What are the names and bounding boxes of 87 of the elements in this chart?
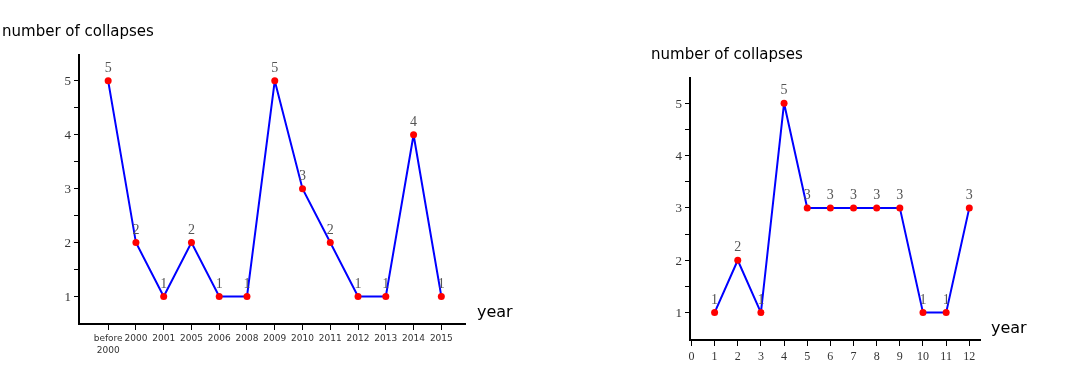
x-tick-label: 3 [757,348,764,363]
point [803,204,811,212]
x-tick-label: 10 [916,348,929,363]
x-tick-label: 8 [873,348,880,363]
x-tick-label: 2011 [318,332,342,343]
x-tick-label: 2005 [180,332,203,343]
y-axis-title: number of collapses [651,45,804,63]
point [873,204,881,212]
data-label: 3 [965,187,973,203]
data-label: 1 [215,275,223,291]
point [354,292,362,300]
point [271,77,279,85]
data-label: 5 [104,59,112,75]
point [160,292,168,300]
data-label: 1 [160,275,168,291]
x-tick-label: 2001 [152,332,176,343]
x-tick-label: 2012 [346,332,370,343]
point [850,204,858,212]
data-label: 3 [826,187,834,203]
point [826,204,834,212]
point [711,309,719,317]
point [919,309,927,317]
y-tick-label: 2 [64,235,72,251]
x-tick-label: 9 [896,348,903,363]
data-label: 3 [850,187,858,203]
data-label: 1 [354,275,362,291]
point [757,309,765,317]
data-label: 2 [187,221,195,237]
y-tick-label: 2 [675,252,683,268]
y-tick-label: 4 [64,127,72,143]
data-label: 2 [734,239,742,255]
y-tick-label: 3 [64,181,72,197]
x-tick-label: 2013 [374,332,398,343]
point [410,131,418,139]
x-tick-label: 2014 [402,332,426,343]
data-label: 1 [757,291,765,307]
x-tick-label: 6 [827,348,834,363]
point [942,309,950,317]
point [243,292,251,300]
data-label: 3 [873,187,881,203]
point [437,292,445,300]
point [896,204,904,212]
point [299,185,307,193]
data-label: 1 [437,275,445,291]
x-tick-label: 5 [804,348,811,363]
x-tick-label: 2000 [124,332,148,343]
x-tick-label: before 2000 [93,332,124,355]
point [326,239,334,247]
x-axis-title: year [477,302,514,321]
y-axis-title: number of collapses [2,22,155,40]
data-label: 1 [919,291,927,307]
data-label: 3 [896,187,904,203]
x-tick-label: 2 [734,348,741,363]
x-tick-label: 2015 [429,332,453,343]
point [132,239,140,247]
point [215,292,223,300]
x-tick-label: 2008 [235,332,259,343]
data-label: 3 [299,167,307,183]
x-tick-label: 12 [963,348,976,363]
x-axis-title: year [991,318,1028,337]
x-tick-label: 4 [781,348,788,363]
point [734,256,742,264]
y-tick-label: 5 [64,73,72,89]
y-tick-label: 5 [675,95,683,111]
data-label: 1 [243,275,251,291]
x-tick-label: 7 [850,348,857,363]
x-tick-label: 2010 [291,332,315,343]
data-label: 4 [410,113,418,129]
x-tick-label: 2009 [263,332,287,343]
data-label: 5 [780,82,788,98]
data-label: 1 [711,291,719,307]
point [965,204,973,212]
y-tick-label: 1 [675,305,683,321]
data-label: 1 [942,291,950,307]
y-tick-label: 4 [675,148,683,164]
point [104,77,112,85]
data-label: 5 [271,59,279,75]
point [382,292,390,300]
point [187,239,195,247]
x-tick-label: 11 [940,348,952,363]
x-tick-label: 2006 [207,332,231,343]
y-tick-label: 3 [675,200,683,216]
point [780,99,788,107]
x-tick-label: 1 [711,348,718,363]
data-label: 2 [326,221,334,237]
x-tick-label: 0 [688,348,695,363]
y-tick-label: 1 [64,289,72,304]
